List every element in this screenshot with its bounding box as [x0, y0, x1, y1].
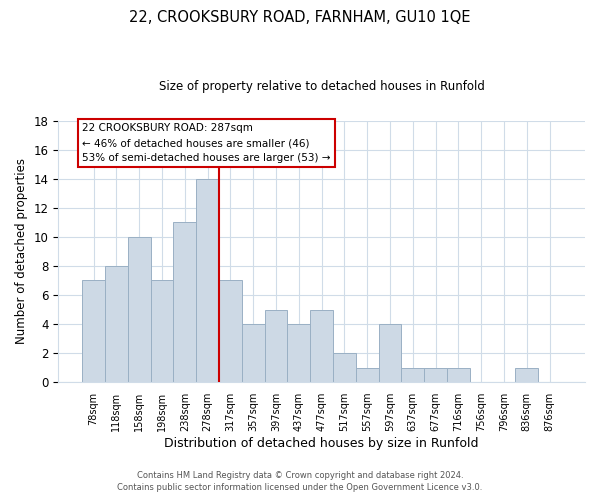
Text: 22 CROOKSBURY ROAD: 287sqm
← 46% of detached houses are smaller (46)
53% of semi: 22 CROOKSBURY ROAD: 287sqm ← 46% of deta… — [82, 124, 331, 163]
Bar — [401, 368, 424, 382]
Bar — [447, 368, 470, 382]
X-axis label: Distribution of detached houses by size in Runfold: Distribution of detached houses by size … — [164, 437, 479, 450]
Bar — [356, 368, 379, 382]
Bar — [196, 178, 219, 382]
Bar — [424, 368, 447, 382]
Y-axis label: Number of detached properties: Number of detached properties — [15, 158, 28, 344]
Bar — [128, 237, 151, 382]
Bar — [105, 266, 128, 382]
Bar — [151, 280, 173, 382]
Bar — [82, 280, 105, 382]
Bar — [515, 368, 538, 382]
Bar — [287, 324, 310, 382]
Text: 22, CROOKSBURY ROAD, FARNHAM, GU10 1QE: 22, CROOKSBURY ROAD, FARNHAM, GU10 1QE — [129, 10, 471, 25]
Bar — [333, 353, 356, 382]
Bar — [219, 280, 242, 382]
Bar — [310, 310, 333, 382]
Bar — [173, 222, 196, 382]
Bar — [379, 324, 401, 382]
Bar — [242, 324, 265, 382]
Title: Size of property relative to detached houses in Runfold: Size of property relative to detached ho… — [159, 80, 485, 93]
Text: Contains HM Land Registry data © Crown copyright and database right 2024.
Contai: Contains HM Land Registry data © Crown c… — [118, 471, 482, 492]
Bar — [265, 310, 287, 382]
